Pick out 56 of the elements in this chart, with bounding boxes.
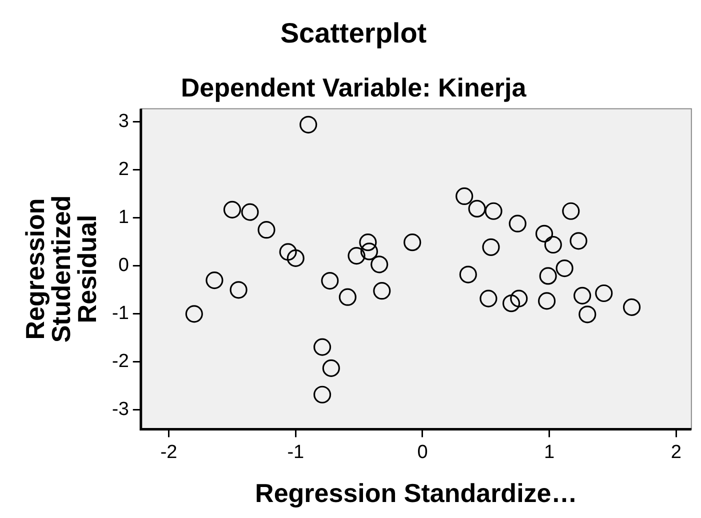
point: [348, 246, 366, 265]
point: [510, 290, 528, 308]
point: [468, 200, 486, 218]
point: [230, 281, 248, 299]
point: [223, 200, 242, 218]
point: [544, 236, 562, 254]
y-tick-label: -1: [112, 303, 129, 324]
point: [556, 259, 574, 278]
chart-subtitle: Dependent Variable: Kinerja: [180, 72, 527, 102]
x-tick-label: 2: [670, 442, 682, 463]
point: [370, 256, 388, 274]
point: [570, 232, 588, 250]
point: [279, 243, 297, 261]
point: [300, 116, 318, 134]
y-tick-label: -3: [112, 399, 129, 420]
y-tick-label: 1: [118, 207, 129, 228]
point: [459, 266, 477, 284]
point: [241, 203, 259, 221]
point: [373, 282, 391, 300]
point: [484, 202, 502, 220]
point: [359, 234, 377, 252]
point: [206, 271, 224, 290]
y-tick-label: -2: [112, 351, 129, 372]
point: [562, 202, 580, 220]
x-tick-label: 0: [417, 442, 428, 463]
point: [322, 359, 340, 377]
point: [482, 238, 500, 256]
point: [539, 267, 557, 285]
y-tick-label: 0: [118, 255, 129, 276]
point: [622, 298, 641, 316]
x-tick-label: -2: [160, 442, 178, 463]
point: [502, 294, 520, 312]
point: [338, 288, 356, 306]
point: [535, 224, 554, 242]
x-tick-label: -1: [287, 442, 304, 463]
x-tick-label: 1: [544, 442, 555, 463]
y-axis-title: Regression Studentized Residual: [20, 195, 102, 343]
y-tick-label: 3: [118, 111, 129, 132]
point: [321, 272, 339, 290]
chart-title: Scatterplot: [280, 18, 427, 49]
point: [578, 306, 596, 324]
point: [574, 286, 592, 304]
point: [313, 338, 332, 356]
point: [313, 386, 332, 404]
point: [286, 249, 304, 267]
point: [595, 284, 613, 302]
y-tick-label: 2: [118, 159, 129, 180]
point: [456, 187, 474, 206]
x-axis-title: Regression Standardize…: [255, 478, 578, 508]
point: [360, 242, 378, 260]
point: [185, 305, 203, 323]
point: [258, 221, 276, 239]
point: [480, 290, 498, 308]
point: [538, 292, 556, 310]
point: [404, 234, 422, 252]
point: [508, 214, 526, 232]
